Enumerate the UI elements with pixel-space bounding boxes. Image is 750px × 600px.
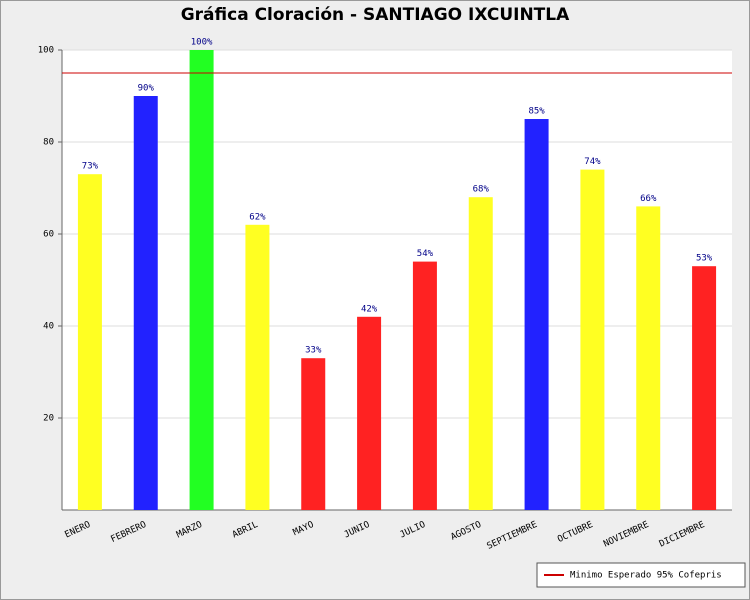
- value-label: 73%: [82, 162, 99, 172]
- legend: [536, 562, 746, 588]
- bar: [468, 197, 493, 510]
- value-label: 90%: [138, 84, 155, 94]
- bar: [357, 316, 382, 510]
- legend-label: Minimo Esperado 95% Cofepris: [570, 571, 722, 581]
- bar: [245, 224, 270, 511]
- y-tick-label: 60: [43, 230, 54, 240]
- bar: [77, 174, 102, 510]
- bar: [301, 358, 326, 510]
- y-tick-label: 40: [43, 322, 54, 332]
- value-label: 54%: [417, 249, 434, 259]
- value-label: 53%: [696, 254, 713, 264]
- y-tick-label: 100: [38, 46, 54, 56]
- bar: [692, 266, 717, 510]
- value-label: 100%: [191, 38, 213, 48]
- bar: [524, 119, 549, 510]
- chart-title: Gráfica Cloración - SANTIAGO IXCUINTLA: [181, 5, 570, 25]
- bar: [636, 206, 661, 510]
- y-tick-label: 20: [43, 414, 54, 424]
- value-label: 68%: [473, 185, 490, 195]
- y-tick-label: 80: [43, 138, 54, 148]
- value-label: 33%: [305, 346, 322, 356]
- value-label: 42%: [361, 304, 378, 314]
- value-label: 62%: [249, 212, 266, 222]
- value-label: 74%: [584, 157, 601, 167]
- plot-area: [62, 50, 732, 510]
- bar: [133, 96, 158, 510]
- bar: [189, 50, 214, 510]
- value-label: 85%: [528, 107, 545, 117]
- bar: [412, 261, 437, 510]
- bar: [580, 169, 605, 510]
- value-label: 66%: [640, 194, 657, 204]
